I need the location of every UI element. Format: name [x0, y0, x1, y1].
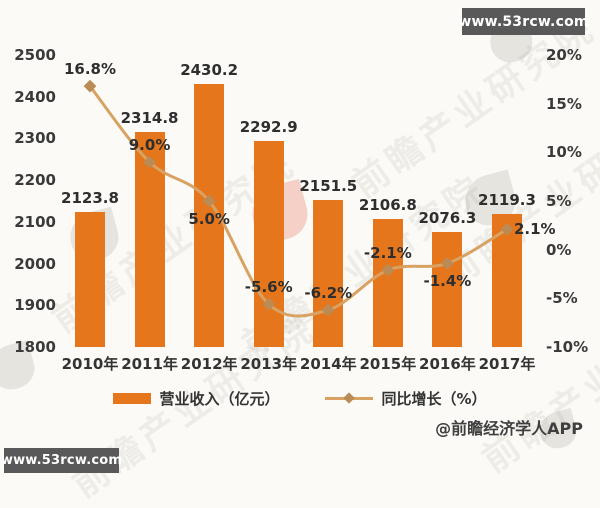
y-tick-label-right: 20%	[546, 46, 582, 64]
bar-value-label: 2076.3	[418, 208, 477, 227]
line-point-label: -5.6%	[244, 278, 293, 297]
legend-label: 同比增长（%）	[381, 389, 487, 408]
bar-2016年	[432, 231, 463, 347]
x-tick-label-2012年: 2012年	[180, 355, 238, 373]
bar-2015年	[372, 219, 403, 347]
line-point-label: 5.0%	[188, 210, 230, 228]
line-marker-2016年	[441, 256, 454, 270]
growth-line-svg	[83, 79, 514, 318]
bar-value-label: 2151.5	[299, 177, 358, 196]
x-tick-label-2013年: 2013年	[240, 355, 298, 373]
y-tick-label-right: 5%	[546, 192, 572, 210]
y-tick-label-right: 0%	[546, 240, 572, 259]
y-tick-label-left: 2200	[14, 171, 56, 190]
bar-swatch-icon	[113, 392, 152, 404]
x-tick-label-2016年: 2016年	[419, 355, 476, 373]
legend: 营业收入（亿元） 同比增长（%）	[0, 386, 600, 410]
plot-area: 2123.8 2314.8 2430.2 2292.9 2151.5 2106.8 2076…	[61, 55, 556, 347]
x-tick-label-2011年: 2011年	[121, 355, 178, 373]
legend-item-line: 同比增长（%）	[325, 388, 487, 409]
y-tick-label-right: -10%	[546, 338, 589, 356]
line-swatch-diamond	[343, 392, 356, 404]
y-tick-label-right: 15%	[546, 94, 582, 113]
site-watermark-bottom-badge: www.53rcw.com	[1, 448, 122, 473]
x-tick-label-2010年: 2010年	[61, 355, 119, 373]
y-tick-label-left: 1800	[14, 338, 56, 356]
line-point-label: -2.1%	[363, 244, 412, 263]
line-point-label: -1.4%	[423, 272, 472, 291]
bar-value-label: 2123.8	[61, 188, 119, 207]
bar-value-label: 2314.8	[120, 109, 179, 128]
x-tick-label-2015年: 2015年	[359, 355, 417, 373]
y-tick-label-left: 2500	[14, 46, 56, 64]
line-point-label: 16.8%	[63, 60, 117, 79]
line-point-label: 2.1%	[513, 220, 556, 239]
line-marker-2011年	[143, 155, 156, 169]
bar-value-label: 2430.2	[180, 61, 239, 80]
y-tick-label-left: 2300	[14, 129, 56, 148]
line-swatch-icon	[325, 392, 374, 404]
x-tick-label-2014年: 2014年	[299, 355, 357, 373]
infographic-root: 前瞻产业研究院 前瞻产业研究院 前瞻产业研究院 前瞻产业研究院 前瞻产业研究院 前瞻产业研…	[0, 8, 600, 506]
line-marker-2017年	[500, 222, 514, 236]
line-marker-2015年	[381, 263, 395, 277]
y-tick-label-left: 2400	[14, 87, 56, 106]
y-tick-label-left: 2100	[14, 212, 56, 231]
site-watermark-top-badge: www.53rcw.com	[458, 8, 588, 35]
bar-value-label: 2119.3	[478, 190, 536, 209]
credit-text: @前瞻经济学人APP	[435, 419, 583, 438]
line-point-label: 9.0%	[128, 136, 171, 155]
bar-value-label: 2292.9	[239, 118, 298, 137]
y-tick-label-left: 1900	[14, 296, 56, 315]
legend-label: 营业收入（亿元）	[159, 389, 280, 408]
bar-2010年	[75, 211, 105, 347]
line-marker-2013年	[262, 297, 276, 311]
line-point-label: -6.2%	[304, 284, 353, 302]
y-tick-label-right: -5%	[546, 289, 578, 308]
x-tick-label-2017年: 2017年	[478, 355, 536, 373]
y-tick-label-left: 2000	[14, 254, 56, 273]
bar-2014年	[313, 200, 344, 347]
bar-value-label: 2106.8	[358, 196, 417, 215]
line-marker-2012年	[202, 194, 216, 208]
y-tick-label-right: 10%	[546, 143, 582, 162]
line-marker-2014年	[321, 303, 335, 317]
legend-item-bar: 营业收入（亿元）	[113, 388, 279, 409]
